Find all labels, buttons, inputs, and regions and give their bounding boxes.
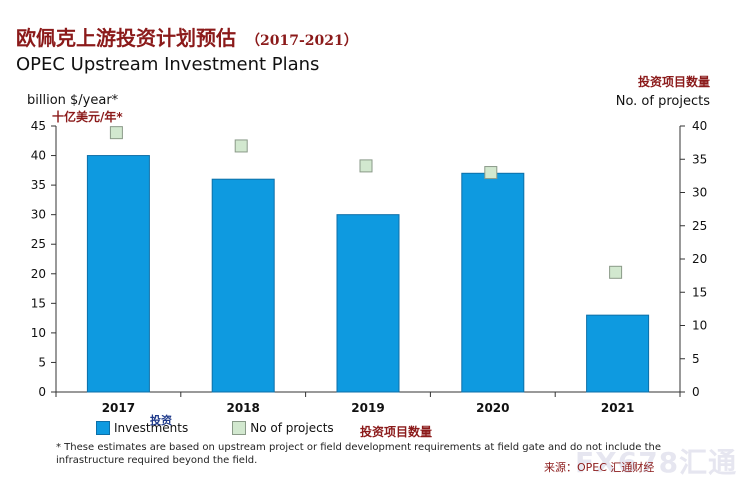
legend: Investments No of projects — [96, 421, 334, 435]
right-axis-tick-label: 20 — [692, 252, 707, 266]
right-axis-tick-label: 0 — [692, 385, 700, 399]
source-note: 来源：OPEC 汇通财经 — [544, 461, 655, 474]
left-axis-tick-label: 0 — [38, 385, 46, 399]
left-axis-tick-label: 30 — [31, 208, 46, 222]
investment-bar — [211, 178, 275, 393]
left-axis-tick-label: 15 — [31, 296, 46, 310]
investment-bar — [461, 172, 525, 393]
right-axis-label: No. of projects — [615, 94, 710, 109]
legend-investments-label-cn: 投资 — [150, 414, 172, 427]
x-axis-tick-label: 2021 — [601, 401, 634, 415]
left-axis-label: billion $/year* — [27, 93, 119, 108]
projects-marker — [234, 139, 248, 153]
left-axis-label-cn: 十亿美元/年* — [52, 110, 123, 124]
chart-title-cn-text: 欧佩克上游投资计划预估 — [16, 26, 236, 50]
watermark: FX678汇通网 — [575, 446, 738, 479]
right-axis-tick-label: 15 — [692, 285, 707, 299]
left-axis-tick-label: 10 — [31, 326, 46, 340]
legend-investments-label: Investments — [114, 421, 189, 435]
right-axis-tick-label: 10 — [692, 319, 707, 333]
right-axis-tick-label: 30 — [692, 186, 707, 200]
chart-title-en: OPEC Upstream Investment Plans — [16, 54, 320, 75]
left-axis-tick-label: 40 — [31, 149, 46, 163]
left-axis-tick-label: 45 — [31, 119, 46, 133]
x-axis-tick-label: 2020 — [476, 401, 509, 415]
investment-bar — [336, 214, 400, 393]
chart-title-cn: 欧佩克上游投资计划预估 （2017-2021） — [16, 22, 358, 51]
x-axis-tick-label: 2019 — [351, 401, 384, 415]
projects-marker — [359, 159, 373, 173]
left-axis-tick-label: 20 — [31, 267, 46, 281]
left-axis-tick-label: 25 — [31, 237, 46, 251]
footnote: * These estimates are based on upstream … — [56, 442, 661, 466]
projects-marker — [484, 166, 498, 180]
projects-marker — [609, 265, 623, 279]
chart-title-cn-years: （2017-2021） — [246, 33, 358, 49]
right-axis-tick-label: 5 — [692, 352, 700, 366]
x-axis-tick-label: 2018 — [226, 401, 259, 415]
left-axis-tick-label: 35 — [31, 178, 46, 192]
right-axis-tick-label: 25 — [692, 219, 707, 233]
legend-investments-swatch — [96, 421, 110, 435]
right-axis-label-cn: 投资项目数量 — [637, 75, 710, 89]
right-axis-tick-label: 40 — [692, 119, 707, 133]
legend-projects-swatch — [232, 421, 247, 435]
investment-bar — [86, 155, 150, 393]
investment-bar — [586, 314, 650, 393]
left-axis-tick-label: 5 — [38, 355, 46, 369]
right-axis-tick-label: 35 — [692, 152, 707, 166]
legend-projects-label-cn: 投资项目数量 — [360, 425, 433, 439]
projects-marker — [109, 126, 123, 140]
legend-projects-label: No of projects — [250, 421, 334, 435]
x-axis-tick-label: 2017 — [102, 401, 135, 415]
